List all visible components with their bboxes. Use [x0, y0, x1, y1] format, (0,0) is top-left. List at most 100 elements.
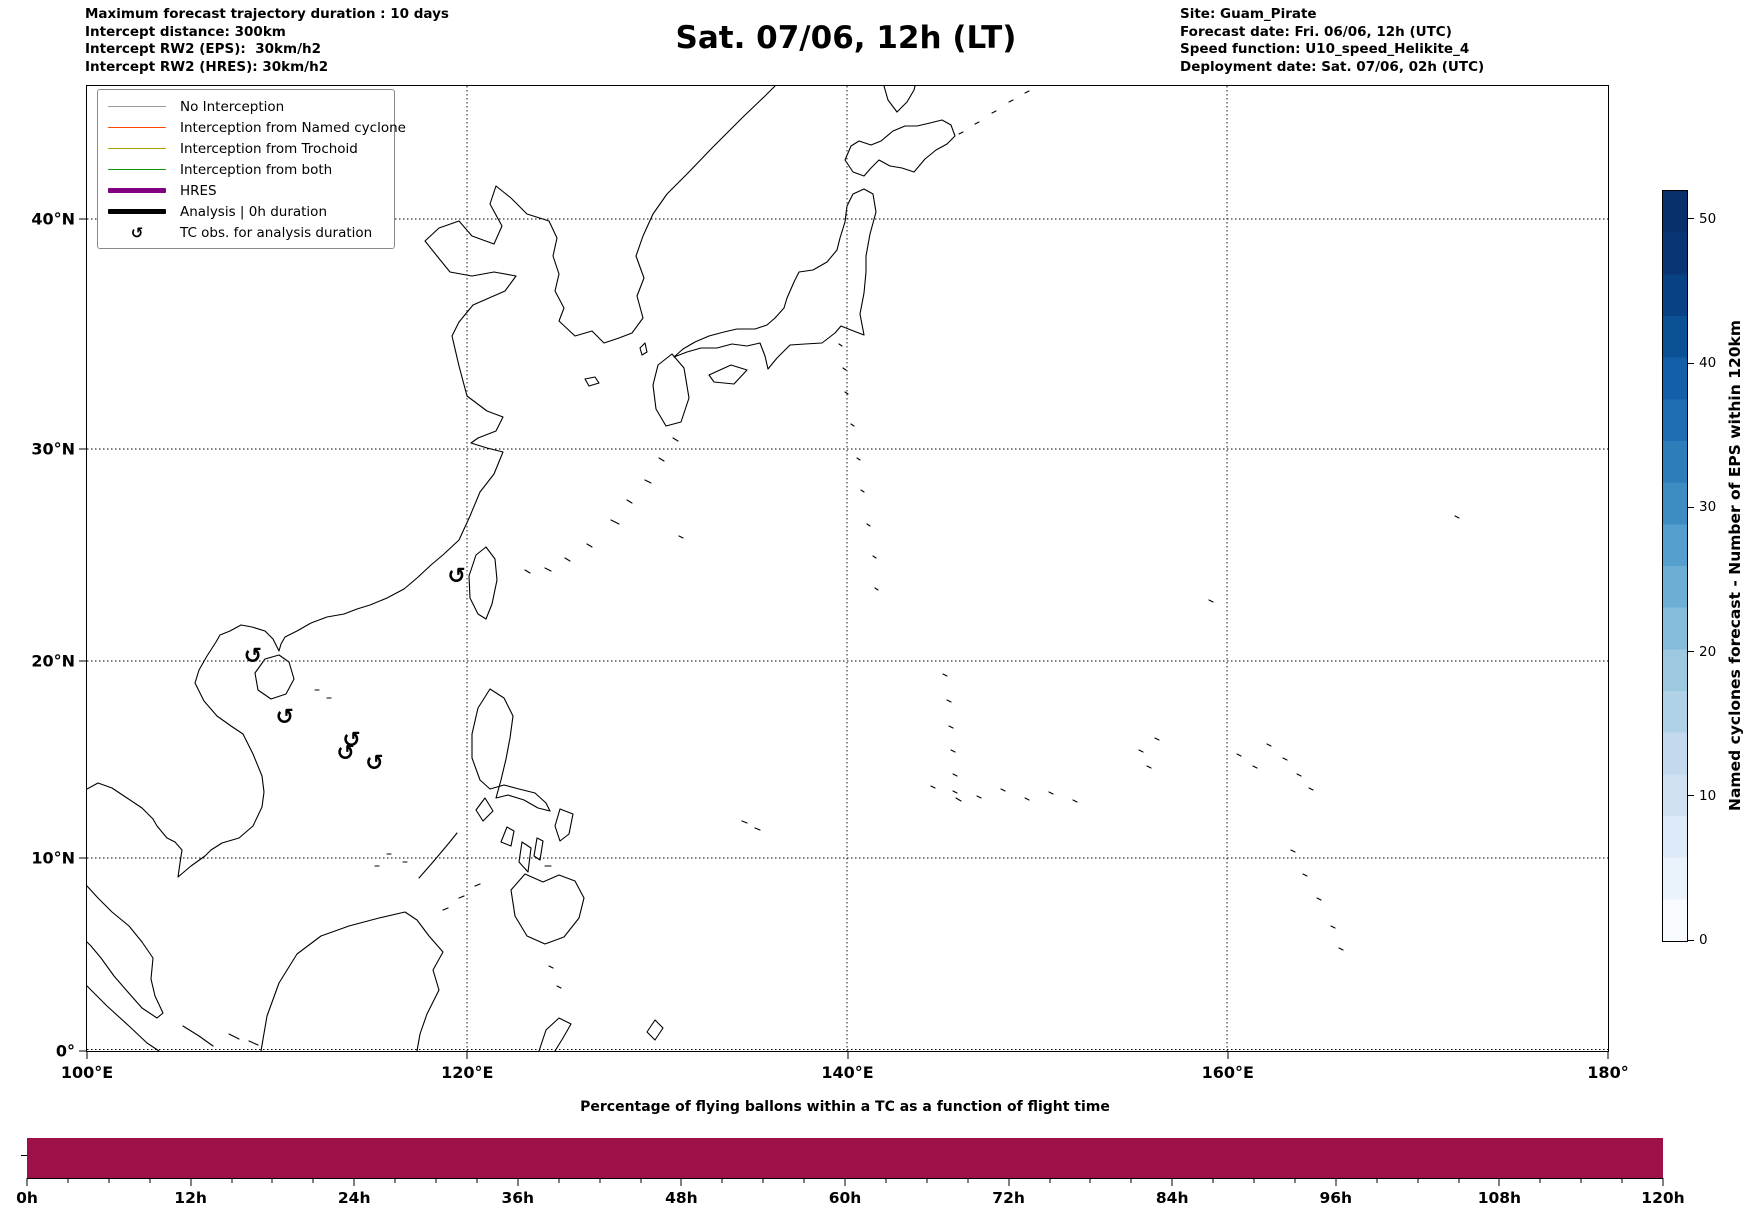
- flight-time-tick-label: 84h: [1155, 1189, 1189, 1207]
- tc-observation-marker: ↺: [365, 751, 384, 777]
- legend-item: Interception from Named cyclone: [108, 117, 406, 138]
- header-right-block: Site: Guam_Pirate Forecast date: Fri. 06…: [1180, 6, 1484, 76]
- map-y-tick-label: 30°N: [31, 439, 75, 459]
- flight-time-tick: [1539, 1178, 1541, 1183]
- speed-function-text: Speed function: U10_speed_Helikite_4: [1180, 41, 1470, 57]
- flight-time-tick: [1580, 1178, 1582, 1183]
- legend-line-sample: [108, 126, 166, 129]
- map-y-tick: [79, 660, 87, 662]
- map-y-tick: [79, 1050, 87, 1052]
- colorbar-tick-label: 30: [1699, 499, 1717, 516]
- flight-time-tick: [271, 1178, 273, 1183]
- colorbar-ticks: 0 10 20 30 40 50: [1688, 190, 1734, 948]
- flight-time-tick-label: 0h: [16, 1189, 38, 1207]
- map-x-tick-label: 140°E: [821, 1063, 874, 1082]
- deployment-date-text: Deployment date: Sat. 07/06, 02h (UTC): [1180, 58, 1485, 75]
- colorbar-tick: [1688, 362, 1694, 364]
- intercept-rw2-hres-text: Intercept RW2 (HRES): 30km/h2: [85, 58, 329, 75]
- flight-time-tick-label: 72h: [992, 1189, 1025, 1207]
- tc-observation-marker: ↺: [342, 728, 361, 754]
- flight-time-tick: [1130, 1178, 1132, 1183]
- map-plot: No Interception Interception from Named c…: [31, 85, 1629, 1082]
- legend-items: No Interception Interception from Named c…: [108, 96, 406, 222]
- legend-item-tc-obs: ↺ TC obs. for analysis duration: [108, 222, 384, 243]
- map-x-tick: [1607, 1051, 1609, 1059]
- flight-time-tick: [476, 1178, 478, 1183]
- legend-line-sample: [108, 168, 166, 171]
- legend-line-sample: [108, 188, 166, 193]
- intercept-rw2-eps-text: Intercept RW2 (EPS): 30km/h2: [85, 41, 321, 57]
- flight-time-tick: [1089, 1178, 1091, 1183]
- colorbar-tick: [1688, 506, 1694, 508]
- map-y-tick-label: 0°: [55, 1041, 75, 1061]
- colorbar-tick: [1688, 795, 1694, 797]
- flight-time-tick: [1008, 1178, 1010, 1186]
- flight-time-tick: [435, 1178, 437, 1183]
- flight-time-tick-label: 96h: [1319, 1189, 1353, 1207]
- map-y-tick-label: 40°N: [31, 209, 75, 229]
- flight-time-tick: [353, 1178, 355, 1186]
- flight-time-tick-label: 120h: [1641, 1189, 1685, 1207]
- legend-item: Interception from Trochoid: [108, 138, 384, 159]
- tc-observation-marker: ↺: [447, 564, 466, 590]
- flight-time-tick: [67, 1178, 69, 1183]
- flight-time-tick: [1171, 1178, 1173, 1186]
- flight-time-tick: [517, 1178, 519, 1186]
- max-duration-text: Maximum forecast trajectory duration : 1…: [85, 6, 449, 22]
- colorbar-tick-label: 0: [1699, 932, 1708, 948]
- map-y-tick-label: 20°N: [31, 651, 75, 671]
- flight-time-tick: [312, 1178, 314, 1183]
- flight-time-tick: [26, 1178, 28, 1186]
- legend-line-sample: [108, 105, 166, 108]
- flight-time-tick: [721, 1178, 723, 1183]
- legend-item: HRES: [108, 180, 384, 201]
- colorbar-tick-label: 50: [1699, 210, 1717, 227]
- colorbar-tick-label: 20: [1699, 643, 1717, 660]
- legend-item: Interception from both: [108, 159, 384, 180]
- flight-time-tick: [1621, 1178, 1623, 1183]
- legend-item-label: Interception from both: [180, 161, 333, 178]
- flight-y-tick: [21, 1154, 27, 1156]
- site-text: Site: Guam_Pirate: [1180, 6, 1317, 22]
- flight-chart-title: Percentage of flying ballons within a TC…: [580, 1099, 1110, 1115]
- flight-time-tick: [1417, 1178, 1419, 1183]
- flight-time-tick-label: 60h: [828, 1189, 862, 1207]
- flight-time-tick: [1253, 1178, 1255, 1183]
- map-x-tick-label: 180°: [1587, 1063, 1629, 1082]
- map-x-tick: [466, 1051, 468, 1059]
- map-x-tick: [847, 1051, 848, 1059]
- flight-time-tick: [680, 1178, 682, 1186]
- flight-time-tick: [1662, 1178, 1664, 1186]
- flight-time-tick: [1212, 1178, 1214, 1183]
- flight-axis: 0h 12h 24h 36h 48h 60h 72h 84h 96h 108h 120h: [16, 1138, 1685, 1207]
- colorbar-tick: [1688, 651, 1694, 653]
- legend-item: Analysis | 0h duration: [108, 201, 384, 222]
- flight-time-tick-label: 12h: [174, 1189, 207, 1207]
- colorbar: [1662, 190, 1688, 942]
- flight-time-tick-label: 108h: [1477, 1189, 1522, 1207]
- flight-time-tick: [599, 1178, 601, 1183]
- flight-time-tick: [394, 1178, 396, 1183]
- flight-time-tick-label: 48h: [665, 1189, 698, 1207]
- tc-observation-marker: ↺: [336, 740, 355, 766]
- colorbar-tick-label: 10: [1699, 787, 1717, 804]
- colorbar-title: Named cyclones forecast - Number of EPS …: [1722, 190, 1748, 940]
- legend-line-sample: [108, 209, 166, 214]
- flight-time-tick-label: 36h: [501, 1189, 535, 1207]
- flight-time-tick: [885, 1178, 887, 1183]
- legend-item-label: No Interception: [180, 98, 285, 115]
- legend-item-label: Interception from Trochoid: [180, 140, 358, 157]
- flight-time-tick: [967, 1178, 969, 1183]
- map-legend: No Interception Interception from Named c…: [97, 89, 406, 249]
- colorbar-title-text: Named cyclones forecast - Number of EPS …: [1726, 319, 1744, 811]
- figure-title: Sat. 07/06, 12h (LT): [675, 20, 1017, 56]
- intercept-distance-text: Intercept distance: 300km: [85, 23, 286, 40]
- colorbar-tick-label: 40: [1699, 355, 1717, 372]
- legend-item-label: TC obs. for analysis duration: [180, 224, 373, 241]
- tc-observation-marker: ↺: [275, 704, 294, 730]
- flight-time-tick: [1458, 1178, 1459, 1183]
- map-x-tick-label: 160°E: [1201, 1063, 1254, 1082]
- flight-time-tick: [1335, 1178, 1337, 1186]
- coastlines: [87, 86, 1460, 1051]
